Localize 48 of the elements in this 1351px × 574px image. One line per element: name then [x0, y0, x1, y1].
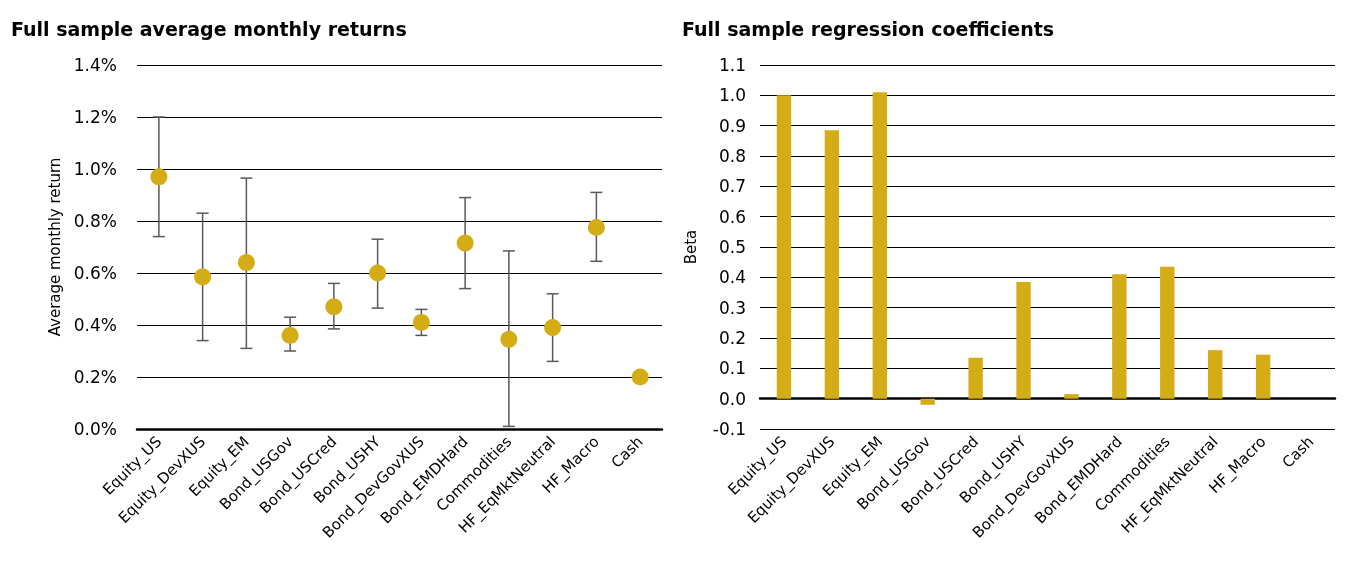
bar	[1255, 354, 1271, 399]
point	[456, 234, 474, 252]
point	[587, 219, 605, 236]
point	[369, 264, 387, 282]
point	[631, 368, 649, 386]
bar	[872, 92, 887, 399]
point	[194, 268, 212, 286]
point	[412, 313, 430, 331]
bar	[1064, 394, 1079, 399]
y-tick-label: 0.1	[718, 358, 746, 379]
y-tick-label: 0.4%	[73, 315, 117, 335]
y-axis-title: Beta	[681, 229, 700, 265]
y-tick-label: 0.6	[718, 206, 746, 227]
y-tick-label: 1.0	[718, 85, 746, 106]
bar	[1112, 274, 1127, 399]
y-tick-label: 0.5	[718, 237, 746, 257]
y-tick-label: 0.4	[718, 267, 746, 288]
point	[544, 319, 562, 337]
point	[281, 326, 299, 344]
bar	[968, 357, 983, 399]
y-tick-label: 1.4%	[73, 55, 117, 75]
point	[150, 168, 168, 186]
bar	[920, 398, 935, 405]
chart-title: Full sample average monthly returns	[11, 17, 407, 40]
y-tick-label: 0.6%	[73, 263, 117, 283]
point	[237, 254, 255, 272]
y-tick-label: 0.2	[718, 328, 746, 348]
y-tick-label: 0.2%	[73, 367, 117, 387]
y-tick-label: 0.0%	[73, 419, 117, 439]
y-tick-label: 0.8	[718, 146, 746, 166]
y-tick-label: 0.3	[718, 297, 746, 318]
point	[500, 330, 518, 348]
y-tick-label: 1.1	[718, 55, 746, 75]
bar	[1016, 281, 1031, 399]
bar	[1160, 266, 1175, 399]
y-tick-label: 0.9	[718, 115, 746, 136]
y-axis-title: Average monthly return	[46, 157, 65, 337]
y-tick-label: -0.1	[712, 419, 746, 439]
y-tick-label: 0.8%	[73, 211, 117, 231]
y-tick-label: 1.0%	[73, 159, 117, 179]
y-tick-label: 0.0	[718, 388, 746, 409]
y-tick-label: 0.7	[718, 176, 746, 197]
bar	[1208, 350, 1223, 399]
point	[325, 298, 343, 316]
y-tick-label: 1.2%	[73, 107, 117, 127]
bar	[824, 130, 840, 399]
bar	[776, 95, 792, 399]
chart-title: Full sample regression coefficients	[682, 17, 1055, 40]
